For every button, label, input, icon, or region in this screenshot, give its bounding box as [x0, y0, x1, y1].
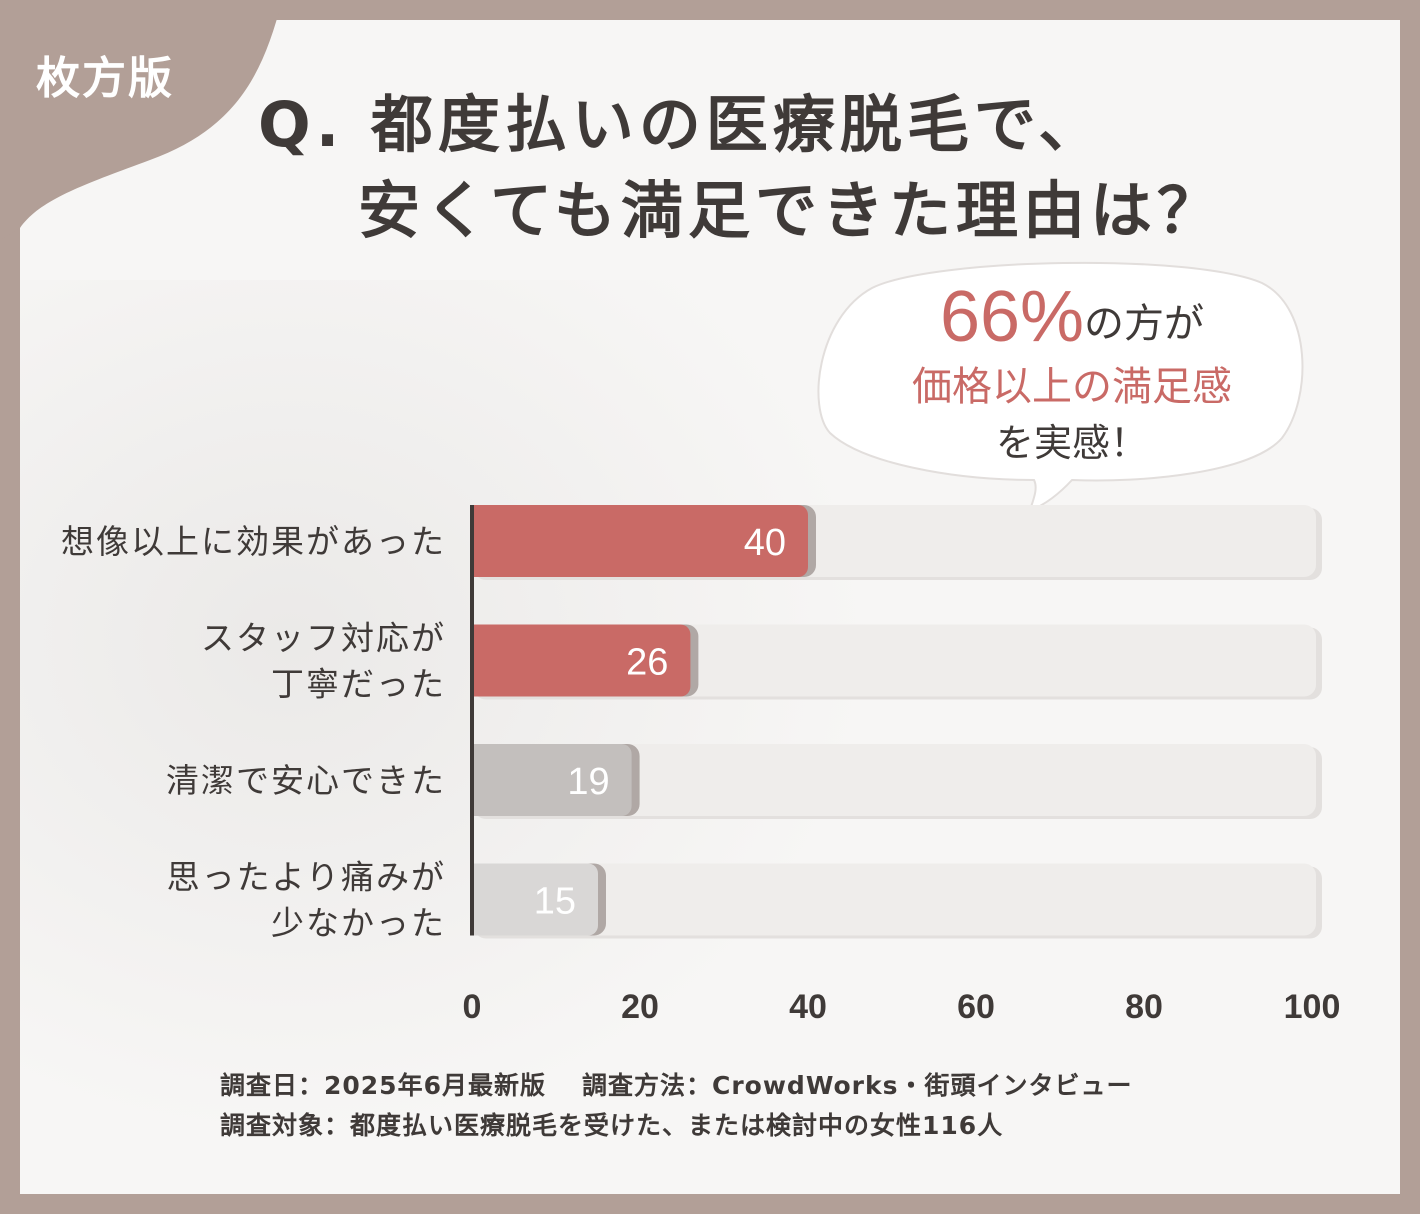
x-tick-label: 0: [463, 988, 482, 1026]
data-label: 15: [534, 881, 576, 923]
bar-track: [472, 744, 1316, 816]
survey-target: 調査対象：都度払い医療脱毛を受けた、または検討中の女性116人: [220, 1111, 1004, 1140]
survey-footer: 調査日：2025年6月最新版 調査方法：CrowdWorks・街頭インタビュー 調…: [220, 1066, 1320, 1146]
data-label: 40: [744, 522, 786, 564]
category-label: 思ったより痛みが: [167, 858, 446, 897]
category-label: スタッフ対応が: [201, 619, 446, 658]
bar: [472, 505, 808, 577]
data-label: 26: [626, 642, 668, 684]
region-badge: 枚方版: [36, 53, 174, 104]
category-label: 少なかった: [271, 904, 446, 943]
callout-percent: 66%: [939, 277, 1085, 357]
x-tick-label: 60: [957, 988, 995, 1026]
x-tick-label: 40: [789, 988, 827, 1026]
question-title: Q. 都度払いの医療脱毛で、 安くても満足できた理由は？: [258, 82, 1338, 254]
bar: [472, 863, 598, 936]
bar-base: [472, 744, 486, 816]
data-label: 19: [567, 761, 609, 803]
bar-track: [472, 863, 1316, 936]
survey-method: 調査方法：CrowdWorks・街頭インタビュー: [581, 1071, 1133, 1100]
bar-base: [472, 624, 486, 697]
callout-line1: 66%の方が: [812, 278, 1332, 367]
bar-base: [472, 505, 486, 577]
question-title-line1: Q. 都度払いの医療脱毛で、: [258, 88, 1106, 161]
x-tick-label: 20: [621, 988, 659, 1026]
callout-line3: を実感！: [995, 421, 1148, 465]
question-title-line2: 安くても満足できた理由は？: [358, 174, 1225, 247]
bar-base: [472, 863, 486, 936]
callout-text: 66%の方が 価格以上の満足感 を実感！: [812, 278, 1332, 473]
footer-line1: 調査日：2025年6月最新版 調査方法：CrowdWorks・街頭インタビュー: [220, 1066, 1320, 1106]
x-tick-label: 100: [1284, 988, 1341, 1026]
category-label: 丁寧だった: [271, 665, 446, 704]
category-label: 清潔で安心できた: [166, 761, 446, 800]
bar: [472, 624, 691, 697]
callout-percent-suffix: の方が: [1084, 301, 1205, 347]
bar: [472, 744, 632, 816]
survey-date: 調査日：2025年6月最新版: [220, 1071, 546, 1100]
corner-badge-shape: [0, 0, 282, 240]
x-tick-label: 80: [1125, 988, 1163, 1026]
category-label: 想像以上に効果があった: [61, 522, 446, 561]
callout-line2: 価格以上の満足感: [912, 364, 1232, 410]
